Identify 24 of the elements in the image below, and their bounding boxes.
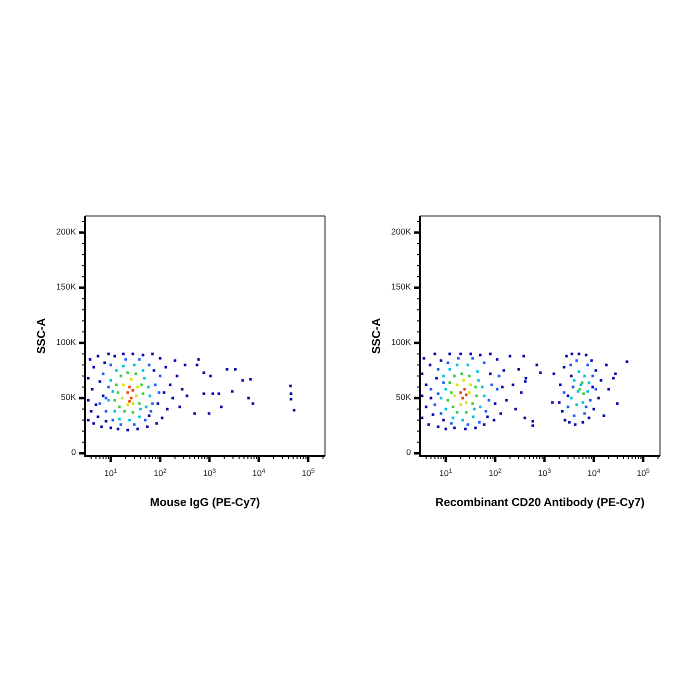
x-tick-label: 10$^{5}$ <box>636 468 650 478</box>
y-axis-title: SSC-A <box>371 318 383 354</box>
x-axis-title: Mouse IgG (PE-Cy7) <box>150 497 260 509</box>
x-tick-label: 10$^{1}$ <box>104 468 118 478</box>
x-tick-label: 10$^{3}$ <box>538 468 552 478</box>
y-tick-label: 100K <box>391 337 412 348</box>
x-tick-label: 10$^{4}$ <box>252 468 266 478</box>
y-tick-label: 50K <box>60 392 76 402</box>
x-axis-title: Recombinant CD20 Antibody (PE-Cy7) <box>435 497 645 509</box>
y-tick-label: 150K <box>391 282 412 292</box>
y-tick-label: 50K <box>396 392 412 402</box>
y-tick-label: 200K <box>56 226 76 237</box>
x-tick-label: 10$^{1}$ <box>439 468 453 478</box>
y-axis-title: SSC-A <box>36 318 48 354</box>
y-tick-label: 200K <box>391 226 412 237</box>
x-tick-label: 10$^{2}$ <box>488 468 502 478</box>
x-tick-label: 10$^{3}$ <box>202 468 216 478</box>
y-tick-label: 150K <box>56 282 76 292</box>
x-tick-label: 10$^{5}$ <box>302 468 316 478</box>
x-tick-label: 10$^{2}$ <box>154 468 168 478</box>
x-tick-label: 10$^{4}$ <box>587 468 601 478</box>
y-tick-label: 0 <box>406 447 412 458</box>
y-tick-label: 100K <box>56 337 76 348</box>
y-tick-label: 0 <box>71 447 76 458</box>
